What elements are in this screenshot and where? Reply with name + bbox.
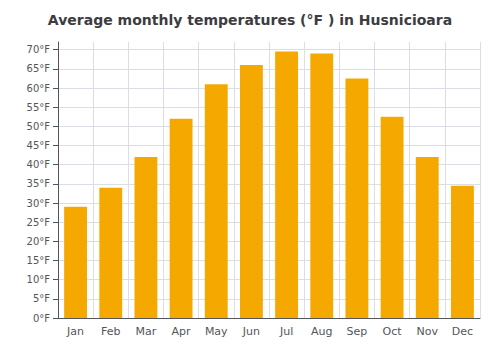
svg-text:30°F: 30°F <box>27 198 51 209</box>
svg-text:Mar: Mar <box>136 325 157 338</box>
svg-text:65°F: 65°F <box>27 63 51 74</box>
svg-text:Jul: Jul <box>279 325 293 338</box>
svg-text:45°F: 45°F <box>27 140 51 151</box>
svg-text:Sep: Sep <box>347 325 368 338</box>
svg-text:50°F: 50°F <box>27 121 51 132</box>
svg-text:25°F: 25°F <box>27 217 51 228</box>
svg-text:70°F: 70°F <box>27 44 51 55</box>
svg-text:15°F: 15°F <box>27 255 51 266</box>
svg-text:Jun: Jun <box>242 325 260 338</box>
svg-text:60°F: 60°F <box>27 83 51 94</box>
svg-text:35°F: 35°F <box>27 178 51 189</box>
svg-text:Nov: Nov <box>417 325 439 338</box>
svg-text:Oct: Oct <box>383 325 403 338</box>
svg-text:Dec: Dec <box>452 325 473 338</box>
svg-text:Feb: Feb <box>101 325 120 338</box>
svg-text:Average monthly temperatures (: Average monthly temperatures (°F ) in Hu… <box>48 12 452 28</box>
svg-text:May: May <box>205 325 228 338</box>
svg-text:Jan: Jan <box>66 325 84 338</box>
svg-text:40°F: 40°F <box>27 159 51 170</box>
svg-text:0°F: 0°F <box>33 313 50 324</box>
svg-text:20°F: 20°F <box>27 236 51 247</box>
svg-text:Aug: Aug <box>311 325 332 338</box>
svg-text:55°F: 55°F <box>27 102 51 113</box>
svg-text:10°F: 10°F <box>27 274 51 285</box>
svg-text:5°F: 5°F <box>33 293 50 304</box>
svg-text:Apr: Apr <box>172 325 192 338</box>
